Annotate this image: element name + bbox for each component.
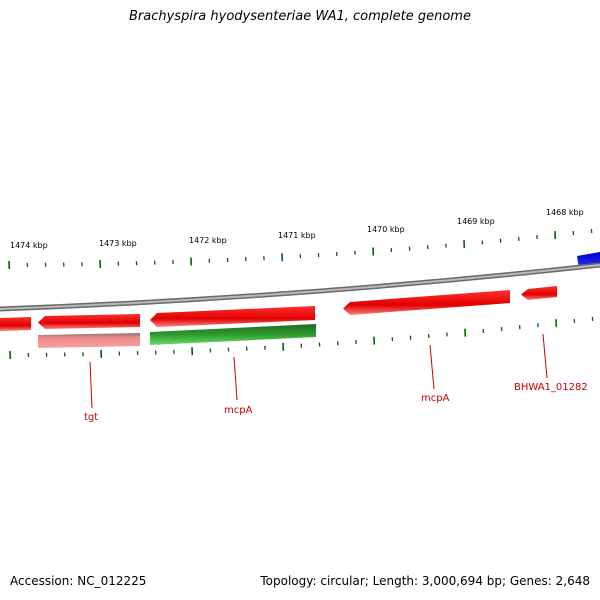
scale-label: 1471 kbp [278, 231, 316, 240]
leader-line [89, 361, 93, 409]
gene-track-forward [0, 286, 557, 331]
gene-labels: tgt mcpA mcpA BHWA1_01282 [84, 382, 588, 423]
genome-backbone-highlight [0, 264, 600, 310]
gene-block-pink[interactable] [38, 333, 140, 348]
scale-label: 1473 kbp [99, 239, 137, 248]
genome-summary-text: Topology: circular; Length: 3,000,694 bp… [260, 574, 590, 588]
gene-label-mcpA[interactable]: mcpA [224, 405, 253, 416]
leader-line [429, 344, 435, 390]
gene-leader-lines [89, 333, 548, 409]
scale-label: 1468 kbp [546, 208, 584, 217]
gene-label-BHWA1_01282[interactable]: BHWA1_01282 [514, 382, 588, 393]
gene-arrow[interactable] [0, 317, 31, 331]
scale-label: 1469 kbp [457, 217, 495, 226]
leader-line [542, 333, 548, 379]
gene-label-mcpA[interactable]: mcpA [421, 393, 450, 404]
gene-label-tgt[interactable]: tgt [84, 412, 98, 423]
inner-scale-ticks [9, 316, 594, 360]
outer-scale-ticks [8, 228, 593, 270]
page-title: Brachyspira hyodysenteriae WA1, complete… [129, 9, 471, 24]
scale-labels: 1474 kbp 1473 kbp 1472 kbp 1471 kbp 1470… [10, 208, 584, 250]
scale-label: 1470 kbp [367, 225, 405, 234]
gene-arrow-mcpA-2[interactable] [343, 290, 510, 315]
leader-line [233, 356, 238, 401]
gene-arrow-BHWA1_01282[interactable] [521, 286, 557, 300]
accession-text: Accession: NC_012225 [10, 574, 147, 588]
rna-gene-block-green[interactable] [150, 324, 316, 345]
gene-arrow-mcpA-1[interactable] [150, 306, 315, 327]
gene-arrow-tgt[interactable] [38, 314, 140, 329]
scale-label: 1472 kbp [189, 236, 227, 245]
scale-label: 1474 kbp [10, 241, 48, 250]
